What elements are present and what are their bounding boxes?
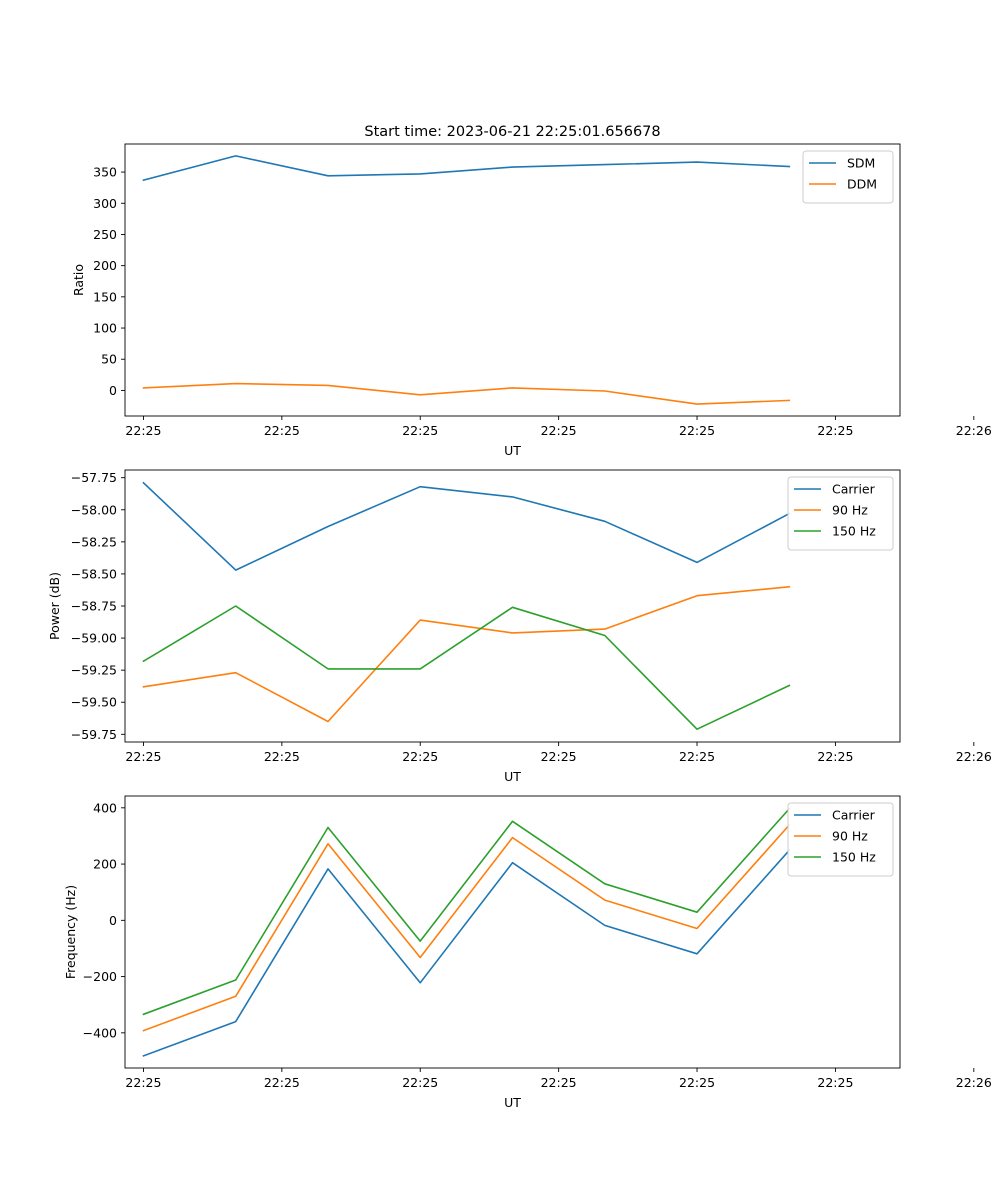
series-line-ddm	[142, 382, 791, 405]
legend-label: Carrier	[832, 808, 876, 823]
series-line-150-hz	[142, 605, 791, 731]
x-axis-label: UT	[504, 1095, 521, 1110]
legend-label: SDM	[847, 156, 875, 171]
panel-1: 22:25 22:25 22:25 22:25 22:25 22:25 22:26 0 50 10…	[71, 143, 992, 458]
panel-3: 22:25 22:25 22:25 22:25 22:25 22:25 22:26 −400 −…	[63, 795, 992, 1110]
series-line-90-hz	[142, 823, 791, 1032]
y-tick-label: −58.00	[71, 502, 117, 517]
legend-label: DDM	[847, 177, 877, 192]
series-line-sdm	[142, 155, 791, 182]
axes-frame	[124, 143, 901, 417]
x-tick-label: 22:25	[541, 749, 577, 764]
series-line-150-hz	[142, 807, 791, 1016]
x-axis-label: UT	[504, 769, 521, 784]
y-tick-label: −59.25	[71, 663, 117, 678]
legend-label: 90 Hz	[832, 503, 868, 518]
y-tick-label: 350	[93, 165, 117, 180]
legend-label: 150 Hz	[832, 524, 876, 539]
y-tick-label: 300	[93, 196, 117, 211]
x-tick-label: 22:25	[541, 423, 577, 438]
y-tick-label: 400	[93, 800, 117, 815]
series-line-carrier	[142, 849, 791, 1057]
legend: Carrier 90 Hz 150 Hz	[787, 476, 894, 551]
y-tick-label: −59.00	[71, 631, 117, 646]
x-tick-label: 22:26	[956, 423, 992, 438]
panels: 22:25 22:25 22:25 22:25 22:25 22:25 22:26 0 50 10…	[47, 143, 992, 1110]
panel-2: 22:25 22:25 22:25 22:25 22:25 22:25 22:26 −59.7…	[47, 469, 992, 784]
y-tick-label: 100	[93, 321, 117, 336]
y-tick-label: −400	[83, 1025, 117, 1040]
x-tick-label: 22:25	[817, 749, 853, 764]
y-tick-label: −58.75	[71, 599, 117, 614]
x-tick-label: 22:25	[402, 749, 438, 764]
y-tick-label: 0	[109, 913, 117, 928]
x-axis-label: UT	[504, 443, 521, 458]
x-tick-label: 22:25	[679, 749, 715, 764]
x-tick-label: 22:25	[817, 423, 853, 438]
y-tick-label: 0	[109, 383, 117, 398]
series-line-carrier	[142, 481, 791, 571]
y-axis-label: Power (dB)	[47, 572, 62, 640]
x-tick-label: 22:25	[679, 1075, 715, 1090]
y-tick-label: −58.50	[71, 566, 117, 581]
x-tick-label: 22:25	[402, 1075, 438, 1090]
x-tick-label: 22:25	[125, 423, 161, 438]
legend: SDM DDM	[802, 150, 894, 204]
legend: Carrier 90 Hz 150 Hz	[787, 802, 894, 877]
x-tick-label: 22:25	[125, 749, 161, 764]
y-tick-label: −59.50	[71, 695, 117, 710]
x-tick-label: 22:25	[264, 1075, 300, 1090]
y-tick-label: −59.75	[71, 727, 117, 742]
x-tick-label: 22:25	[402, 423, 438, 438]
y-tick-label: −58.25	[71, 534, 117, 549]
x-tick-label: 22:25	[264, 423, 300, 438]
x-tick-label: 22:25	[679, 423, 715, 438]
y-tick-label: 150	[93, 289, 117, 304]
y-tick-label: −200	[83, 969, 117, 984]
x-tick-label: 22:26	[956, 749, 992, 764]
series-line-90-hz	[142, 585, 791, 723]
legend-label: Carrier	[832, 482, 876, 497]
legend-frame	[802, 150, 894, 204]
legend-label: 90 Hz	[832, 829, 868, 844]
y-tick-label: 200	[93, 857, 117, 872]
y-tick-label: 250	[93, 227, 117, 242]
legend-label: 150 Hz	[832, 850, 876, 865]
y-tick-label: −57.75	[71, 470, 117, 485]
x-tick-label: 22:25	[125, 1075, 161, 1090]
y-tick-label: 50	[101, 352, 117, 367]
y-axis-label: Ratio	[71, 264, 86, 296]
x-tick-label: 22:25	[817, 1075, 853, 1090]
y-tick-label: 200	[93, 258, 117, 273]
x-tick-label: 22:26	[956, 1075, 992, 1090]
y-axis-label: Frequency (Hz)	[63, 885, 78, 979]
chart-title: Start time: 2023-06-21 22:25:01.656678	[364, 124, 660, 140]
x-tick-label: 22:25	[541, 1075, 577, 1090]
x-tick-label: 22:25	[264, 749, 300, 764]
axes-frame	[124, 795, 901, 1069]
